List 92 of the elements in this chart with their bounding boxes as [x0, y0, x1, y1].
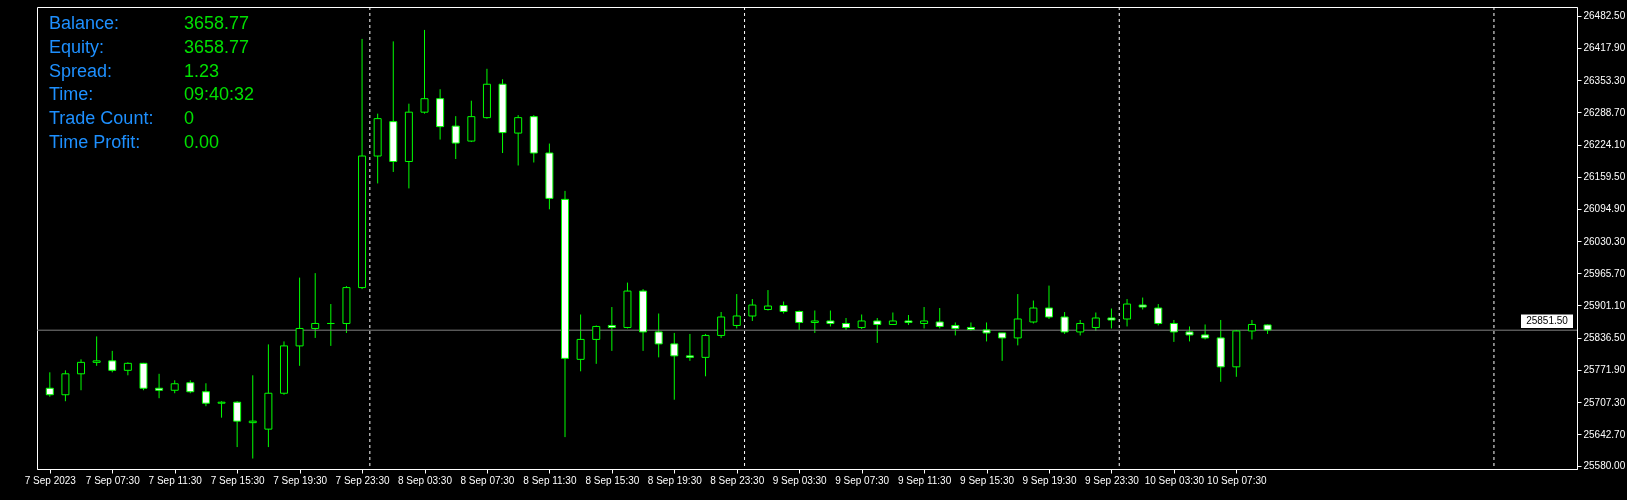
y-tick-label: 26224.10 — [1583, 139, 1626, 150]
annotation: 3658.77 — [184, 36, 250, 57]
candlestick — [108, 350, 117, 373]
candlestick — [92, 335, 101, 367]
candlestick — [1247, 319, 1256, 340]
y-tick-label: 25836.50 — [1583, 332, 1626, 344]
y-tick-label: 26094.90 — [1583, 203, 1626, 215]
candlestick — [61, 369, 70, 402]
y-tick-label: 25901.10 — [1583, 299, 1626, 311]
candlestick — [1060, 311, 1069, 335]
candlestick — [701, 333, 710, 377]
candlestick — [1013, 293, 1022, 346]
x-tick-label: 7 Sep 23:30 — [335, 474, 390, 486]
candlestick — [670, 332, 679, 401]
candlestick — [982, 321, 991, 342]
annotation: Time: — [49, 84, 94, 105]
candlestick — [842, 317, 851, 331]
candlestick — [810, 310, 819, 334]
annotation: Time Profit: — [49, 132, 141, 152]
candlestick — [295, 277, 304, 367]
y-tick-label: 26482.50 — [1583, 10, 1626, 22]
x-tick-label: 8 Sep 23:30 — [710, 474, 765, 486]
x-tick-label: 7 Sep 19:30 — [273, 474, 328, 486]
annotation: 3658.77 — [184, 13, 250, 33]
candlestick — [1123, 298, 1132, 327]
candlestick — [576, 314, 585, 372]
annotation: Trade Count: — [49, 108, 154, 129]
x-tick-label: 7 Sep 15:30 — [210, 474, 266, 486]
y-tick-label: 25580.00 — [1583, 460, 1626, 472]
candlestick — [155, 373, 164, 399]
x-tick-label: 10 Sep 07:30 — [1207, 474, 1268, 486]
x-tick-label: 9 Sep 03:30 — [772, 474, 828, 486]
x-tick-label: 8 Sep 15:30 — [585, 474, 640, 486]
x-tick-label: 7 Sep 07:30 — [85, 474, 141, 486]
candlestick — [1044, 285, 1053, 320]
x-tick-label: 8 Sep 11:30 — [523, 474, 577, 486]
x-tick-label: 7 Sep 2023 — [24, 474, 77, 486]
y-tick-label: 26288.70 — [1583, 106, 1626, 118]
annotation: 0 — [184, 108, 195, 129]
x-tick-label: 8 Sep 19:30 — [647, 474, 703, 486]
candlestick — [920, 306, 929, 329]
candlestick — [717, 311, 726, 339]
candlestick — [592, 324, 601, 365]
candlestick — [1154, 303, 1163, 326]
ref-line-label: 25851.50 — [1526, 315, 1569, 327]
x-tick-label: 7 Sep 11:30 — [148, 474, 203, 486]
y-tick-label: 26030.30 — [1583, 235, 1626, 247]
annotation: Equity: — [49, 36, 105, 57]
candlestick — [420, 29, 429, 115]
x-tick-label: 9 Sep 23:30 — [1084, 474, 1140, 486]
candlestick — [888, 312, 897, 326]
y-tick-label: 25965.70 — [1583, 267, 1626, 279]
candlestick — [201, 382, 210, 407]
y-tick-label: 26353.30 — [1583, 74, 1626, 86]
annotation: 0.00 — [184, 132, 220, 152]
x-tick-label: 9 Sep 07:30 — [835, 474, 890, 486]
y-tick-label: 26417.90 — [1583, 42, 1626, 54]
candlestick — [1169, 319, 1178, 343]
y-tick-label: 25642.70 — [1583, 428, 1626, 440]
candlestick — [233, 400, 242, 448]
candlestick — [998, 332, 1007, 362]
candlestick — [514, 114, 523, 166]
candlestick — [1107, 308, 1116, 329]
x-tick-label: 10 Sep 03:30 — [1144, 474, 1205, 486]
candlestick — [217, 400, 226, 419]
candlestick — [607, 306, 616, 352]
y-tick-label: 26159.50 — [1583, 171, 1626, 183]
annotation: Spread: — [49, 60, 113, 81]
candlestick — [654, 313, 663, 358]
annotation: 09:40:32 — [184, 84, 255, 105]
candlestick — [311, 272, 320, 339]
candlestick — [935, 307, 944, 329]
candlestick — [748, 298, 757, 322]
candlestick — [732, 293, 741, 329]
candlestick — [873, 317, 882, 344]
x-tick-label: 9 Sep 15:30 — [960, 474, 1015, 486]
candlestick — [966, 321, 975, 332]
candlestick — [45, 371, 54, 398]
x-tick-label: 8 Sep 03:30 — [398, 474, 453, 486]
candlestick — [1201, 323, 1210, 340]
x-tick-label: 9 Sep 19:30 — [1022, 474, 1077, 486]
candlestick — [763, 289, 772, 312]
x-tick-label: 9 Sep 11:30 — [897, 474, 952, 486]
y-tick-label: 25771.90 — [1583, 364, 1626, 376]
annotation: Balance: — [49, 13, 120, 33]
candlestick — [451, 115, 460, 160]
candlestick — [77, 358, 86, 391]
candlestick — [685, 333, 694, 362]
candlestick — [1091, 312, 1100, 332]
x-tick-label: 8 Sep 07:30 — [460, 474, 515, 486]
y-tick-label: 25707.30 — [1583, 396, 1626, 408]
annotation: 1.23 — [184, 60, 220, 81]
